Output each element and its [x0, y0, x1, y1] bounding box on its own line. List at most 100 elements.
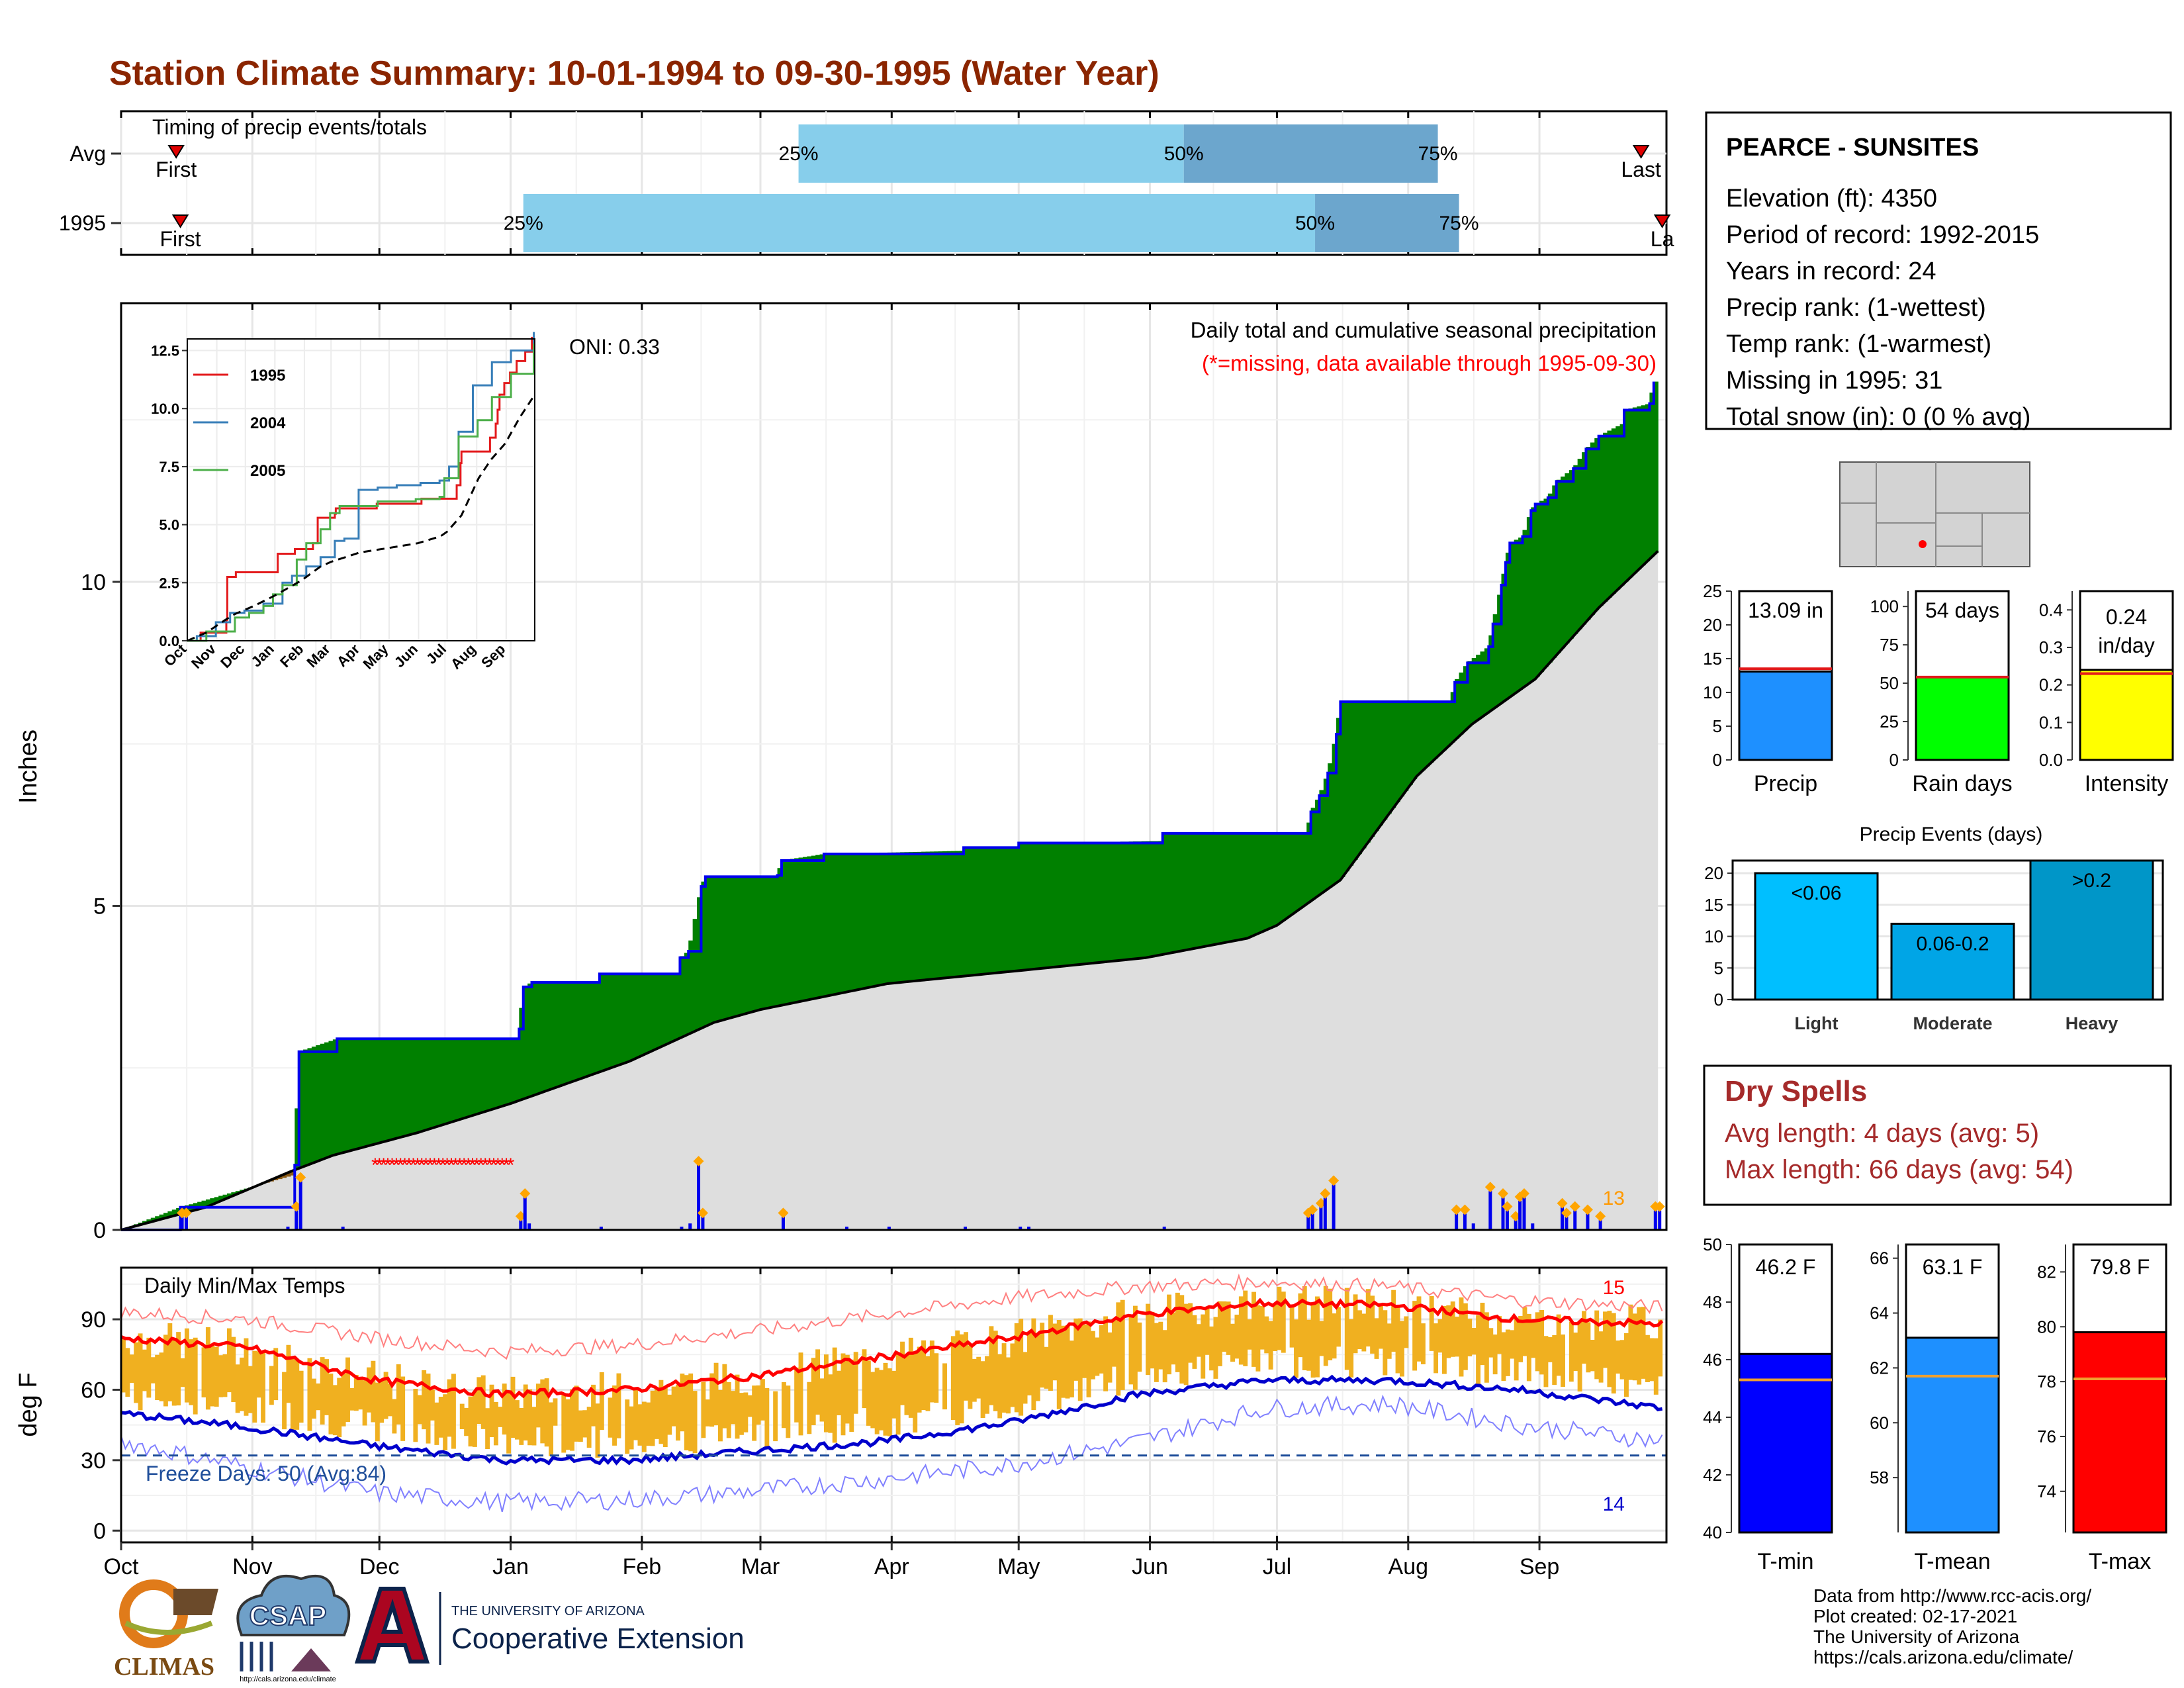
summary-bar-intensity: 0.0 0.1 0.2 0.3 0.4 0.24 in/day Intensity	[2039, 590, 2174, 796]
summary-y-tick-label: 10	[1703, 682, 1722, 702]
daily-precip-bar	[1518, 1200, 1522, 1230]
events-y-tick-label: 0	[1714, 990, 1723, 1009]
timing-bar-50-75	[1183, 124, 1438, 183]
timing-bar-50-75	[1315, 194, 1459, 252]
missing-marker: *	[498, 1154, 506, 1176]
daily-precip-bar	[295, 1210, 298, 1230]
temp-summary-label: T-mean	[1914, 1549, 1990, 1574]
ua-name: THE UNIVERSITY OF ARIZONA	[451, 1604, 645, 1618]
csap-url: http://cals.arizona.edu/climate	[240, 1675, 336, 1683]
temp-summary-y-tick-label: 42	[1703, 1465, 1722, 1485]
timing-row: Avg 25% 50% 75% First Last	[69, 124, 1661, 183]
summary-y-tick-label: 0	[1889, 750, 1899, 770]
events-bar-label: Heavy	[2066, 1013, 2118, 1033]
station-info-line: Precip rank: (1-wettest)	[1726, 294, 1986, 322]
missing-marker: *	[452, 1154, 460, 1176]
temp-summary-y-tick-label: 46	[1703, 1350, 1722, 1370]
temp-summary-y-tick-label: 74	[2037, 1481, 2056, 1501]
timing-q50-label: 50%	[1295, 212, 1335, 234]
timing-q50-label: 50%	[1164, 143, 1204, 165]
daily-precip-marker	[778, 1207, 789, 1219]
missing-marker: *	[465, 1154, 473, 1176]
month-axis: Oct Nov Dec Jan Feb Mar Apr May Jun Jul Aug Sep	[104, 1542, 1559, 1579]
summary-bar-fill	[2079, 669, 2174, 761]
month-tick-label: Oct	[104, 1554, 139, 1579]
missing-marker: *	[384, 1154, 392, 1176]
temp-summary-label: T-max	[2089, 1549, 2151, 1574]
footer-line: The University of Arizona	[1813, 1626, 2020, 1647]
summary-bar-fill	[1915, 676, 2010, 761]
daily-precip-bar	[1463, 1213, 1467, 1230]
temp-high-count: 15	[1603, 1277, 1625, 1299]
daily-precip-bar	[1306, 1217, 1310, 1230]
temp-summary-bar-fill	[2072, 1331, 2167, 1534]
temp-summary-t-mean: 58 60 62 64 66 63.1 F T-mean	[1870, 1243, 2000, 1574]
daily-precip-marker	[1451, 1204, 1462, 1215]
temp-summary-y-tick-label: 62	[1870, 1358, 1889, 1378]
daily-precip-bar	[523, 1197, 527, 1230]
daily-precip-bar	[1531, 1223, 1535, 1230]
station-location-marker	[1919, 540, 1927, 548]
month-tick-label: May	[997, 1554, 1040, 1579]
temp-summary-value: 63.1 F	[1923, 1255, 1983, 1279]
daily-precip-bar	[184, 1217, 188, 1230]
timing-q75-label: 75%	[1418, 143, 1458, 165]
daily-precip-bar	[599, 1227, 603, 1230]
freeze-days-label: Freeze Days: 50 (Avg:84)	[146, 1462, 387, 1485]
temp-summary-bar-fill	[1738, 1352, 1833, 1534]
summary-bar-label: Intensity	[2085, 771, 2169, 796]
missing-marker: *	[469, 1154, 477, 1176]
missing-marker: *	[502, 1154, 510, 1176]
daily-precip-bar	[1332, 1184, 1336, 1230]
daily-precip-bar	[781, 1217, 785, 1230]
missing-marker: *	[494, 1154, 502, 1176]
timing-q25-label: 25%	[779, 143, 819, 165]
climas-logo: CLIMAS	[114, 1579, 218, 1681]
inset-legend-label: 1995	[250, 367, 285, 385]
temp-y-label: deg F	[15, 1372, 42, 1436]
missing-marker: *	[380, 1154, 388, 1176]
dry-spells-avg: Avg length: 4 days (avg: 5)	[1725, 1119, 2039, 1148]
precip-missing-note: (*=missing, data available through 1995-…	[1202, 351, 1657, 375]
missing-marker: *	[447, 1154, 455, 1176]
summary-y-tick-label: 0.4	[2039, 600, 2063, 620]
summary-y-tick-label: 15	[1703, 649, 1722, 669]
timing-q25-label: 25%	[504, 212, 543, 234]
temp-summary-y-tick-label: 76	[2037, 1427, 2056, 1446]
temp-y-tick-label: 60	[81, 1378, 106, 1403]
daily-precip-bar	[1027, 1227, 1031, 1230]
summary-y-tick-label: 50	[1880, 673, 1899, 693]
daily-precip-marker	[1557, 1197, 1568, 1209]
timing-row-label: 1995	[59, 211, 106, 235]
average-max-line	[120, 1297, 1664, 1400]
temp-summary-bar-fill	[1905, 1336, 2000, 1534]
missing-marker: *	[477, 1154, 485, 1176]
precip-panel: ********************************* Daily …	[15, 302, 1668, 1243]
daily-precip-bar	[1019, 1227, 1023, 1230]
daily-precip-bar	[1586, 1213, 1590, 1230]
month-tick-label: Nov	[232, 1554, 272, 1579]
summary-bar-value: 0.24	[2106, 605, 2147, 629]
daily-precip-marker	[1320, 1188, 1331, 1199]
events-bar-heavy: >0.2 Heavy	[2029, 859, 2154, 1033]
missing-marker: *	[486, 1154, 494, 1176]
temp-summary-value: 46.2 F	[1756, 1255, 1816, 1279]
daily-precip-bar	[844, 1227, 848, 1230]
month-tick-label: Aug	[1388, 1554, 1429, 1579]
daily-precip-marker	[181, 1207, 192, 1219]
events-bar-fill	[1890, 922, 2015, 1001]
events-bar-value: <0.06	[1792, 882, 1842, 904]
daily-precip-bar	[1598, 1220, 1602, 1230]
daily-precip-bar	[298, 1181, 302, 1230]
daily-precip-bar	[1561, 1207, 1565, 1230]
inset-y-tick-label: 7.5	[159, 459, 179, 475]
daily-precip-marker	[520, 1188, 531, 1199]
daily-precip-marker	[1484, 1182, 1496, 1193]
average-cumulative-line	[120, 550, 1659, 1231]
summary-y-tick-label: 0.1	[2039, 712, 2063, 732]
daily-precip-bar	[697, 1165, 701, 1230]
daily-precip-bar	[1488, 1191, 1492, 1230]
daily-precip-marker	[1498, 1188, 1509, 1199]
precip-event-count: 13	[1603, 1188, 1625, 1209]
